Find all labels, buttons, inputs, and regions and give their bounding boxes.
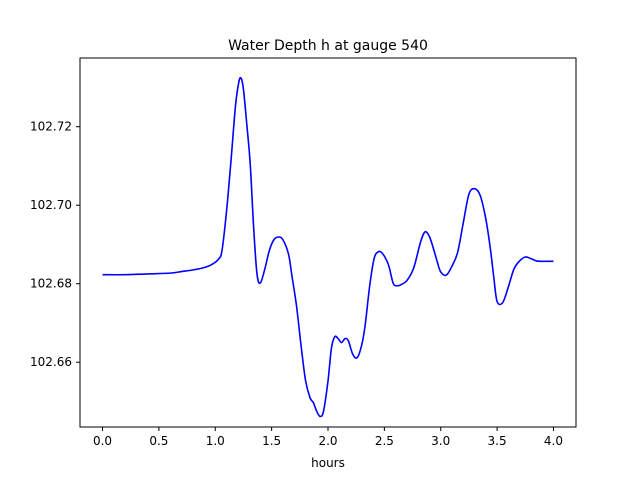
x-tick-label: 2.0: [318, 434, 337, 448]
y-tick-label: 102.66: [30, 355, 72, 369]
y-tick-label: 102.72: [30, 120, 72, 134]
x-axis-label: hours: [311, 456, 345, 470]
x-tick-label: 3.0: [431, 434, 450, 448]
x-tick-label: 4.0: [544, 434, 563, 448]
chart-title: Water Depth h at gauge 540: [228, 38, 428, 54]
plot-area: 0.0 0.5 1.0 1.5 2.0 2.5 3.0 3.5 4.0 102.66 102.68…: [30, 57, 577, 448]
x-tick-label: 3.5: [488, 434, 507, 448]
y-axis: 102.66 102.68 102.70 102.72: [30, 120, 80, 369]
x-tick-label: 0.5: [149, 434, 168, 448]
y-tick-label: 102.68: [30, 277, 72, 291]
x-tick-label: 0.0: [93, 434, 112, 448]
x-tick-label: 1.5: [262, 434, 281, 448]
x-tick-label: 2.5: [375, 434, 394, 448]
y-tick-label: 102.70: [30, 198, 72, 212]
x-axis: 0.0 0.5 1.0 1.5 2.0 2.5 3.0 3.5 4.0: [93, 427, 563, 448]
series-line: [102, 76, 554, 418]
x-tick-label: 1.0: [206, 434, 225, 448]
